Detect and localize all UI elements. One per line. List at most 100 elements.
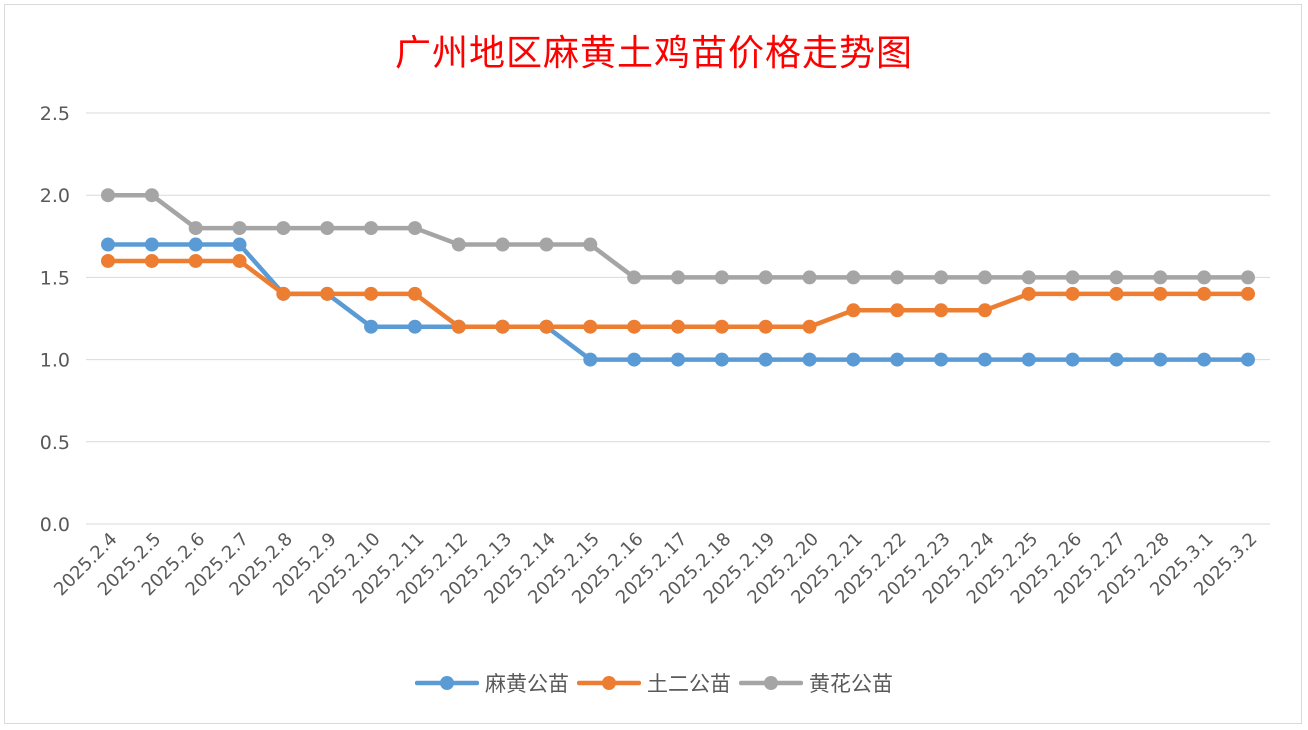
data-point	[1153, 270, 1168, 285]
data-point	[627, 270, 642, 285]
y-tick-label: 0.5	[40, 432, 70, 454]
y-tick-label: 0.0	[40, 514, 70, 536]
data-point	[276, 221, 291, 236]
data-point	[144, 237, 159, 252]
data-point	[890, 352, 905, 367]
legend-label: 土二公苗	[647, 672, 731, 696]
data-point	[495, 237, 510, 252]
x-axis: 2025.2.42025.2.52025.2.62025.2.72025.2.8…	[50, 529, 1262, 609]
data-point	[1109, 270, 1124, 285]
data-point	[1109, 286, 1124, 301]
data-point	[758, 270, 773, 285]
data-point	[1109, 352, 1124, 367]
gridlines	[86, 112, 1270, 525]
data-point	[802, 270, 817, 285]
series-line	[105, 192, 1251, 280]
data-point	[846, 352, 861, 367]
data-point	[1065, 286, 1080, 301]
data-point	[539, 319, 554, 334]
data-point	[1021, 270, 1036, 285]
data-point	[1197, 270, 1212, 285]
data-point	[627, 319, 642, 334]
chart-title: 广州地区麻黄土鸡苗价格走势图	[394, 33, 913, 74]
data-point	[1153, 352, 1168, 367]
data-point	[583, 352, 598, 367]
data-point	[364, 286, 379, 301]
data-point	[890, 303, 905, 318]
data-point	[539, 237, 554, 252]
data-point	[1197, 352, 1212, 367]
data-point	[846, 303, 861, 318]
data-point	[714, 352, 729, 367]
data-point	[495, 319, 510, 334]
data-point	[1197, 286, 1212, 301]
data-point	[934, 352, 949, 367]
data-point	[320, 286, 335, 301]
legend-swatch	[739, 676, 803, 690]
legend-swatch	[415, 676, 479, 690]
series-1	[101, 237, 1255, 367]
legend-label: 黄花公苗	[809, 672, 893, 696]
data-point	[758, 319, 773, 334]
data-point	[144, 188, 159, 203]
y-tick-label: 2.5	[40, 103, 70, 125]
chart-frame	[4, 4, 1302, 724]
data-point	[188, 221, 203, 236]
data-point	[583, 237, 598, 252]
data-point	[627, 352, 642, 367]
legend-item: 黄花公苗	[739, 668, 893, 698]
data-point	[977, 303, 992, 318]
data-point	[188, 253, 203, 268]
data-point	[232, 221, 247, 236]
data-point	[407, 221, 422, 236]
data-point	[671, 270, 685, 285]
series-line	[105, 242, 1251, 362]
data-point	[846, 270, 861, 285]
data-point	[714, 270, 729, 285]
data-point	[364, 221, 379, 236]
data-point	[1065, 270, 1080, 285]
y-axis: 0.0 0.5 1.0 1.5 2.0 2.5	[40, 103, 70, 536]
y-tick-label: 1.5	[40, 267, 70, 289]
series-3	[101, 188, 1255, 285]
data-point	[977, 270, 992, 285]
data-point	[802, 352, 817, 367]
data-point	[1241, 286, 1255, 301]
data-point	[101, 253, 115, 268]
data-point	[1153, 286, 1168, 301]
data-point	[934, 303, 949, 318]
data-point	[802, 319, 817, 334]
data-point	[276, 286, 291, 301]
legend-label: 麻黄公苗	[485, 672, 569, 696]
data-point	[451, 237, 466, 252]
data-point	[407, 286, 422, 301]
data-point	[1021, 352, 1036, 367]
legend-item: 麻黄公苗	[415, 668, 569, 698]
data-point	[1241, 352, 1255, 367]
data-point	[934, 270, 949, 285]
data-point	[320, 221, 335, 236]
data-point	[1241, 270, 1255, 285]
legend-swatch	[577, 676, 641, 690]
data-point	[364, 319, 379, 334]
data-point	[144, 253, 159, 268]
series-group	[101, 188, 1255, 367]
data-point	[758, 352, 773, 367]
data-point	[232, 253, 247, 268]
data-point	[1065, 352, 1080, 367]
data-point	[407, 319, 422, 334]
data-point	[1021, 286, 1036, 301]
data-point	[977, 352, 992, 367]
data-point	[714, 319, 729, 334]
data-point	[451, 319, 466, 334]
data-point	[890, 270, 905, 285]
data-point	[671, 319, 685, 334]
y-tick-label: 2.0	[40, 185, 70, 207]
data-point	[583, 319, 598, 334]
data-point	[101, 237, 115, 252]
data-point	[232, 237, 247, 252]
data-point	[671, 352, 685, 367]
y-tick-label: 1.0	[40, 350, 70, 372]
data-point	[101, 188, 115, 203]
